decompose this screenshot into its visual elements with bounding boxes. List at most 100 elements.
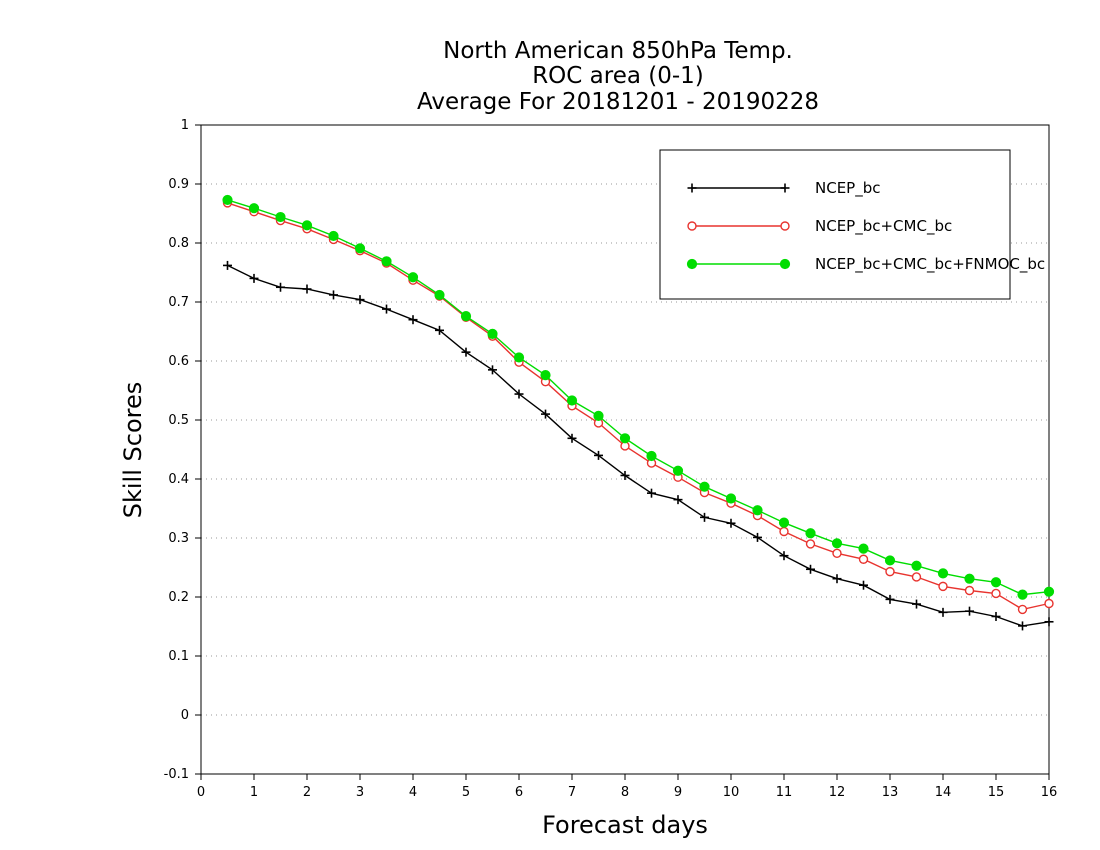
data-point-ncep-bc — [249, 273, 259, 283]
series-ncep-bc-cmc-bc-fnmoc-bc — [222, 194, 1055, 600]
x-tick-label: 0 — [197, 785, 205, 800]
data-point-ncep-bc-cmc-bc — [885, 566, 895, 577]
data-point-ncep-bc — [488, 365, 497, 375]
data-point-ncep-bc — [1018, 621, 1027, 631]
x-tick-label: 10 — [723, 785, 740, 800]
x-tick-label: 2 — [303, 785, 311, 800]
legend-label-ncep-bc-cmc-bc: NCEP_bc+CMC_bc — [815, 217, 952, 236]
data-point-ncep-bc — [567, 433, 577, 443]
data-point-ncep-bc-cmc-bc-fnmoc-bc — [725, 493, 737, 504]
data-point-ncep-bc — [594, 450, 603, 460]
data-point-ncep-bc-cmc-bc-fnmoc-bc — [566, 395, 578, 406]
legend-marker-ncep-bc — [780, 183, 790, 193]
legend-entry-ncep-bc: NCEP_bc — [687, 179, 881, 198]
data-point-ncep-bc-cmc-bc-fnmoc-bc — [381, 256, 392, 267]
data-point-ncep-bc-cmc-bc-fnmoc-bc — [858, 543, 869, 554]
x-tick-label: 14 — [935, 785, 952, 800]
data-point-ncep-bc — [991, 611, 1001, 621]
y-tick-label: 0.9 — [168, 177, 189, 192]
x-tick-label: 6 — [515, 785, 523, 800]
x-tick-label: 4 — [409, 785, 417, 800]
data-point-ncep-bc — [329, 290, 338, 300]
x-axis-label: Forecast days — [542, 811, 708, 839]
y-tick-label: 0.2 — [168, 590, 189, 605]
data-point-ncep-bc-cmc-bc-fnmoc-bc — [513, 352, 525, 363]
data-point-ncep-bc-cmc-bc-fnmoc-bc — [275, 211, 286, 223]
data-point-ncep-bc — [302, 284, 312, 294]
data-point-ncep-bc — [435, 325, 444, 335]
data-point-ncep-bc — [938, 607, 948, 617]
data-point-ncep-bc — [885, 594, 895, 604]
chart-title-line-1: North American 850hPa Temp. — [443, 38, 793, 64]
data-point-ncep-bc-cmc-bc-fnmoc-bc — [328, 230, 339, 242]
data-point-ncep-bc — [806, 564, 815, 574]
data-point-ncep-bc — [223, 260, 232, 270]
data-point-ncep-bc-cmc-bc-fnmoc-bc — [1017, 589, 1028, 600]
data-point-ncep-bc — [461, 347, 471, 357]
legend-marker-ncep-bc-cmc-bc-fnmoc-bc — [686, 258, 698, 270]
data-point-ncep-bc-cmc-bc-fnmoc-bc — [301, 220, 313, 231]
y-axis-label: Skill Scores — [119, 382, 147, 519]
y-tick-label: -0.1 — [164, 767, 189, 782]
legend-box — [659, 149, 1011, 300]
legend-entry-ncep-bc-cmc-bc: NCEP_bc+CMC_bc — [687, 217, 952, 236]
y-tick-label: 0.5 — [168, 413, 189, 428]
x-tick-label: 15 — [988, 785, 1005, 800]
data-point-ncep-bc-cmc-bc-fnmoc-bc — [248, 203, 260, 214]
data-point-ncep-bc-cmc-bc-fnmoc-bc — [1043, 586, 1055, 597]
series-ncep-bc — [223, 260, 1054, 631]
legend-marker-ncep-bc-cmc-bc — [780, 221, 790, 231]
data-point-ncep-bc-cmc-bc — [779, 526, 789, 537]
legend-marker-ncep-bc-cmc-bc — [687, 221, 697, 231]
data-point-ncep-bc-cmc-bc-fnmoc-bc — [222, 194, 233, 206]
y-tick-label: 0.3 — [168, 531, 189, 546]
legend-label-ncep-bc-cmc-bc-fnmoc-bc: NCEP_bc+CMC_bc+FNMOC_bc — [815, 255, 1045, 274]
data-point-ncep-bc-cmc-bc-fnmoc-bc — [884, 555, 896, 566]
data-point-ncep-bc-cmc-bc — [964, 585, 975, 596]
x-tick-label: 7 — [568, 785, 576, 800]
data-point-ncep-bc-cmc-bc-fnmoc-bc — [699, 481, 710, 492]
data-point-ncep-bc — [514, 389, 524, 399]
data-point-ncep-bc — [859, 580, 868, 590]
data-point-ncep-bc — [620, 470, 630, 480]
y-tick-label: 0 — [181, 708, 189, 723]
chart-title-line-2: ROC area (0-1) — [532, 63, 704, 89]
legend-entry-ncep-bc-cmc-bc-fnmoc-bc: NCEP_bc+CMC_bc+FNMOC_bc — [686, 255, 1045, 274]
data-point-ncep-bc-cmc-bc — [938, 581, 948, 592]
data-point-ncep-bc-cmc-bc — [911, 572, 922, 582]
data-point-ncep-bc — [276, 282, 285, 292]
chart-title-line-3: Average For 20181201 - 20190228 — [417, 89, 819, 115]
data-point-ncep-bc — [753, 532, 762, 542]
data-point-ncep-bc-cmc-bc-fnmoc-bc — [593, 410, 604, 421]
data-point-ncep-bc-cmc-bc — [1017, 604, 1028, 615]
data-point-ncep-bc — [647, 488, 656, 498]
data-point-ncep-bc-cmc-bc-fnmoc-bc — [434, 289, 445, 301]
data-point-ncep-bc — [965, 606, 974, 616]
data-point-ncep-bc — [832, 574, 842, 584]
data-point-ncep-bc-cmc-bc-fnmoc-bc — [778, 517, 790, 528]
data-point-ncep-bc-cmc-bc-fnmoc-bc — [407, 272, 419, 283]
data-point-ncep-bc-cmc-bc-fnmoc-bc — [964, 573, 975, 584]
data-point-ncep-bc-cmc-bc-fnmoc-bc — [540, 370, 551, 381]
data-point-ncep-bc-cmc-bc-fnmoc-bc — [805, 528, 816, 539]
data-point-ncep-bc-cmc-bc — [991, 588, 1001, 599]
y-tick-label: 0.8 — [168, 236, 189, 251]
data-point-ncep-bc-cmc-bc-fnmoc-bc — [619, 433, 631, 444]
data-point-ncep-bc-cmc-bc — [805, 539, 816, 549]
data-series — [222, 194, 1055, 631]
x-tick-label: 9 — [674, 785, 682, 800]
data-point-ncep-bc-cmc-bc-fnmoc-bc — [460, 311, 472, 322]
legend: NCEP_bc NCEP_bc+CMC_bc NCEP_bc+CMC_bc+FNMO… — [659, 149, 1045, 300]
data-point-ncep-bc — [673, 495, 683, 505]
data-point-ncep-bc — [382, 304, 391, 314]
data-point-ncep-bc-cmc-bc-fnmoc-bc — [937, 568, 949, 579]
legend-label-ncep-bc: NCEP_bc — [815, 179, 881, 198]
y-tick-label: 0.7 — [168, 295, 189, 310]
axis-ticks: -0.100.10.20.30.40.50.60.70.80.910 1 2 3 4 5 6… — [164, 118, 1058, 800]
x-tick-label: 8 — [621, 785, 629, 800]
series-line-ncep-bc — [227, 264, 1050, 627]
data-point-ncep-bc — [541, 409, 550, 419]
data-point-ncep-bc-cmc-bc — [1044, 598, 1054, 609]
data-point-ncep-bc — [408, 315, 418, 325]
data-point-ncep-bc-cmc-bc-fnmoc-bc — [911, 560, 922, 571]
